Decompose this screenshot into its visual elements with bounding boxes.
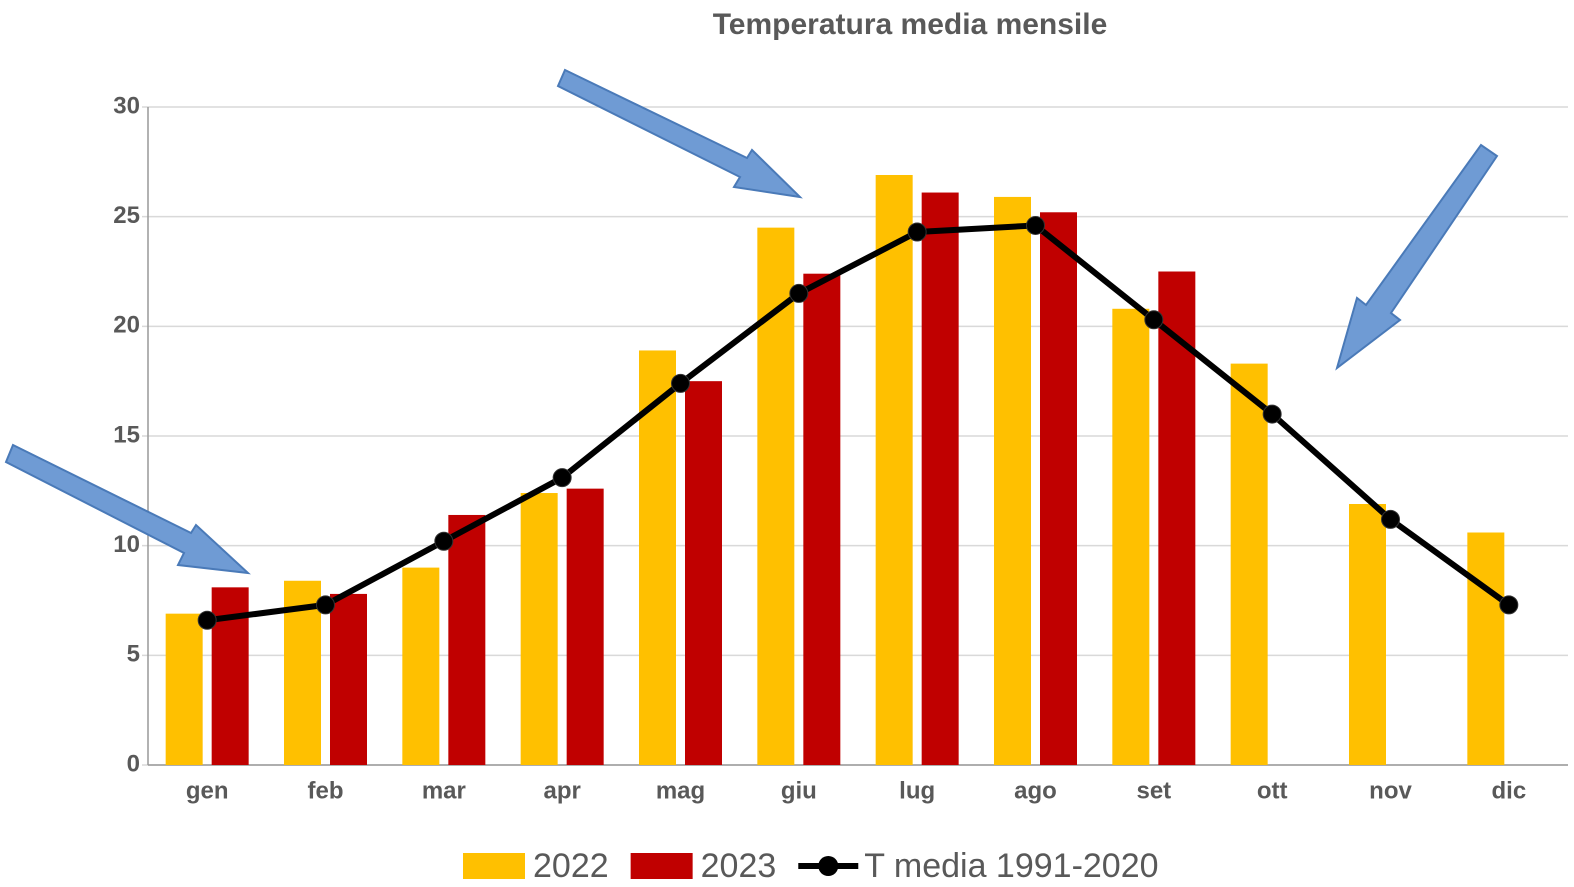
y-tick-label: 25 [113,202,140,229]
x-tick-label: giu [781,777,817,804]
bar [639,350,676,765]
legend-marker [818,856,839,876]
bar [1112,308,1150,765]
line-marker [197,610,217,630]
legend-label: 2023 [701,847,777,885]
line-marker [671,373,690,393]
bar [875,174,913,765]
bar [685,381,722,765]
x-tick-label: lug [899,777,935,804]
y-tick-label: 30 [113,92,140,119]
arrow [4,443,251,575]
legend: 2022 2023 T media 1991-2020 [463,847,1159,885]
line-marker [1499,595,1519,615]
x-tick-label: ott [1257,777,1288,804]
x-tick-label: ago [1014,777,1057,804]
x-tick-label: set [1136,777,1171,804]
x-tick-label: gen [186,777,229,804]
arrow [556,68,803,199]
line-marker [1262,404,1282,424]
y-tick-label: 0 [127,750,140,777]
bar [330,593,367,765]
bar [803,273,841,765]
bar [1158,271,1196,765]
bar [1040,212,1077,765]
line-marker [1381,509,1400,529]
bar [1230,363,1268,765]
line-marker [552,468,572,488]
x-tick-label: feb [308,777,344,804]
line-marker [434,531,454,551]
bar [994,196,1031,766]
bar [1349,503,1386,765]
y-tick-label: 10 [113,531,140,558]
x-tick-label: nov [1369,777,1412,804]
y-tick-label: 20 [113,312,140,339]
arrow [1335,143,1499,371]
bar [448,514,486,765]
x-tick-label: mag [656,777,705,804]
x-tick-label: apr [543,777,580,804]
line-marker [907,222,927,242]
chart-title: Temperatura media mensile [713,8,1108,41]
bar [520,493,558,765]
bar [1467,532,1505,765]
y-tick-label: 5 [127,641,140,668]
bar [402,567,440,765]
legend-label: T media 1991-2020 [864,847,1158,885]
bar [921,192,959,766]
line-marker [789,283,809,303]
bar [165,613,203,765]
line [206,222,1511,624]
bar [566,488,604,765]
x-tick-label: mar [422,777,466,804]
line-marker [1026,215,1045,235]
plot-area: 0 5 10 15 20 25 30 gen feb mar apr mag giu lug ago set o… [113,92,1568,804]
x-tick-label: dic [1491,777,1526,804]
line-marker [1144,310,1164,330]
line-marker [316,595,335,615]
legend-label: 2022 [533,847,609,885]
y-tick-label: 15 [113,421,140,448]
legend-swatch [463,853,525,879]
legend-swatch [630,853,693,879]
annotation-arrows [4,68,1499,575]
